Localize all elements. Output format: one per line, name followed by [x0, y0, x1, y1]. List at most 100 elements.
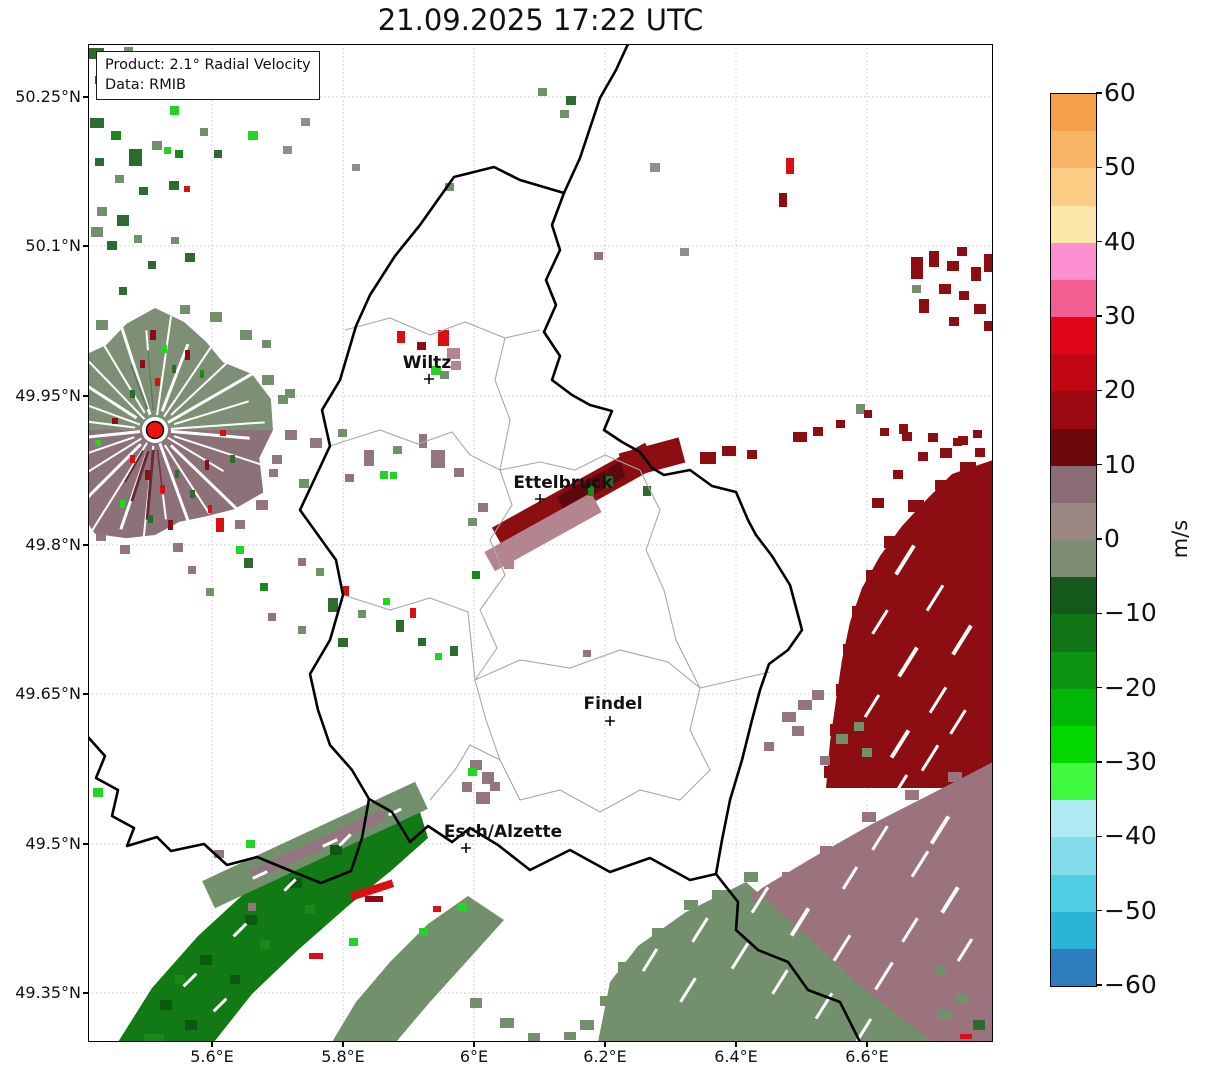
radar-cell: [272, 455, 282, 464]
radar-cell: [236, 546, 244, 554]
clutter-speck: [120, 500, 125, 508]
clutter-spoke: [170, 429, 250, 440]
radar-cell: [928, 433, 938, 442]
radar-cell: [956, 994, 968, 1004]
radar-cell: [957, 247, 967, 256]
radar-cell: [866, 570, 880, 582]
colorbar-segment: [1051, 651, 1096, 690]
clutter-speck: [208, 505, 212, 513]
clutter-spoke: [130, 450, 150, 502]
radar-cell: [343, 586, 349, 596]
radial-gap: [951, 624, 973, 656]
radial-gap: [956, 938, 974, 962]
clutter-speck: [95, 440, 101, 446]
radar-cell: [417, 342, 426, 350]
colorbar-tick-label: −30: [1104, 747, 1157, 776]
radar-cell: [316, 568, 324, 576]
radar-cell: [262, 340, 271, 348]
clutter-speck: [230, 455, 235, 463]
city-marker-dot: [608, 719, 612, 723]
colorbar-segment: [1051, 168, 1096, 206]
colorbar-segment: [1051, 911, 1096, 950]
x-tick-mark: [604, 1042, 606, 1047]
clutter-speck: [160, 485, 165, 493]
colorbar-tick-label: −40: [1104, 821, 1157, 851]
clutter-spoke: [88, 404, 141, 426]
radar-cell: [973, 1020, 985, 1030]
radar-cell: [171, 237, 179, 244]
radar-cell: [269, 469, 278, 477]
y-tick-label: 49.5°N: [25, 834, 81, 853]
radar-cell: [248, 903, 256, 911]
radial-gap: [949, 709, 967, 735]
radar-cell: [940, 448, 952, 458]
colorbar-segment: [1051, 837, 1096, 875]
radar-cell: [188, 566, 196, 574]
radar-cell: [139, 187, 148, 195]
radar-cell: [185, 253, 195, 262]
radar-cell: [260, 940, 270, 949]
radar-cell: [278, 395, 288, 404]
colorbar-segment: [1051, 242, 1096, 281]
radar-cell: [936, 966, 946, 975]
radial-gap: [871, 825, 889, 851]
radar-cell: [478, 503, 488, 512]
radial-gap: [940, 886, 960, 914]
clutter-spoke: [89, 442, 148, 534]
radar-band: [349, 879, 395, 901]
radar-cell: [180, 305, 190, 314]
colorbar-segment: [1051, 317, 1096, 355]
radial-gap: [850, 792, 870, 820]
radar-cell: [470, 998, 482, 1008]
clutter-spoke: [97, 335, 146, 414]
district-border: [344, 317, 541, 339]
colorbar-tick-mark: [1096, 984, 1102, 986]
radar-cell: [580, 1020, 594, 1030]
radial-gap: [232, 922, 248, 938]
clutter-north-half: [88, 308, 273, 430]
colorbar-segment: [1051, 763, 1096, 801]
radar-cell: [230, 975, 240, 984]
radar-cell: [418, 638, 426, 646]
radial-gap: [730, 942, 750, 970]
radar-cell: [975, 448, 985, 457]
radar-cell: [899, 424, 908, 434]
radar-cell: [200, 128, 208, 136]
radar-cell: [960, 1034, 972, 1039]
clutter-spoke: [170, 357, 233, 416]
radar-cell: [618, 962, 632, 972]
radar-cell: [383, 598, 390, 605]
radar-band: [249, 809, 387, 881]
radar-cell: [438, 330, 449, 346]
radar-cell: [298, 626, 306, 634]
radar-cell: [504, 557, 514, 569]
colorbar-segment: [1051, 354, 1096, 392]
radar-cell: [959, 291, 969, 300]
radar-cell: [144, 1034, 164, 1041]
radar-cell: [268, 613, 276, 621]
colorbar-tick-label: −50: [1104, 895, 1157, 925]
clutter-speck: [155, 378, 160, 386]
radial-gap: [814, 992, 834, 1020]
radar-cell: [905, 790, 919, 800]
radar-cell: [482, 772, 494, 784]
y-tick-mark: [83, 544, 88, 546]
radar-cell: [472, 571, 480, 579]
radar-cell: [939, 284, 951, 294]
radar-cell: [285, 430, 297, 440]
radar-cell: [283, 146, 292, 154]
radar-cell: [856, 404, 865, 414]
city-marker-dot: [427, 377, 431, 381]
radar-cell: [680, 248, 689, 256]
radar-cell: [396, 620, 404, 632]
radar-cell: [393, 446, 402, 454]
radar-cell: [244, 558, 253, 568]
clutter-speck: [145, 470, 150, 480]
clutter-speck: [162, 345, 167, 353]
clutter-spoke: [88, 437, 142, 474]
radar-cell: [419, 434, 427, 448]
radar-cell: [560, 110, 569, 118]
radar-cell: [214, 150, 222, 158]
radar-cell: [345, 474, 354, 482]
radar-cell: [984, 254, 992, 272]
